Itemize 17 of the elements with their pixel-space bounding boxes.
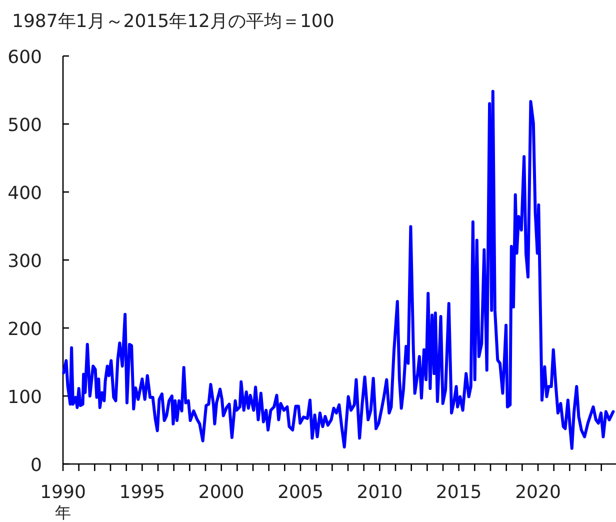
x-tick-label: 2010 (356, 482, 403, 503)
x-tick-label: 2015 (436, 482, 482, 503)
x-tick-label: 1995 (119, 482, 166, 503)
y-tick-label: 200 (8, 319, 42, 340)
line-series (62, 90, 615, 450)
x-tick-label: 2000 (198, 482, 244, 503)
y-tick-label: 100 (8, 387, 42, 408)
x-tick-label: 1990 (40, 482, 86, 503)
chart-title: 1987年1月～2015年12月の平均＝100 (12, 11, 334, 32)
y-tick-label: 500 (8, 115, 42, 136)
x-tick-label: 2005 (278, 482, 324, 503)
y-tick-label: 600 (8, 47, 42, 68)
y-tick-label: 400 (8, 183, 42, 204)
y-tick-label: 0 (30, 455, 42, 476)
x-tick-label: 2020 (515, 482, 561, 503)
x-axis-title: 年 (55, 503, 71, 522)
y-tick-label: 300 (8, 251, 42, 272)
